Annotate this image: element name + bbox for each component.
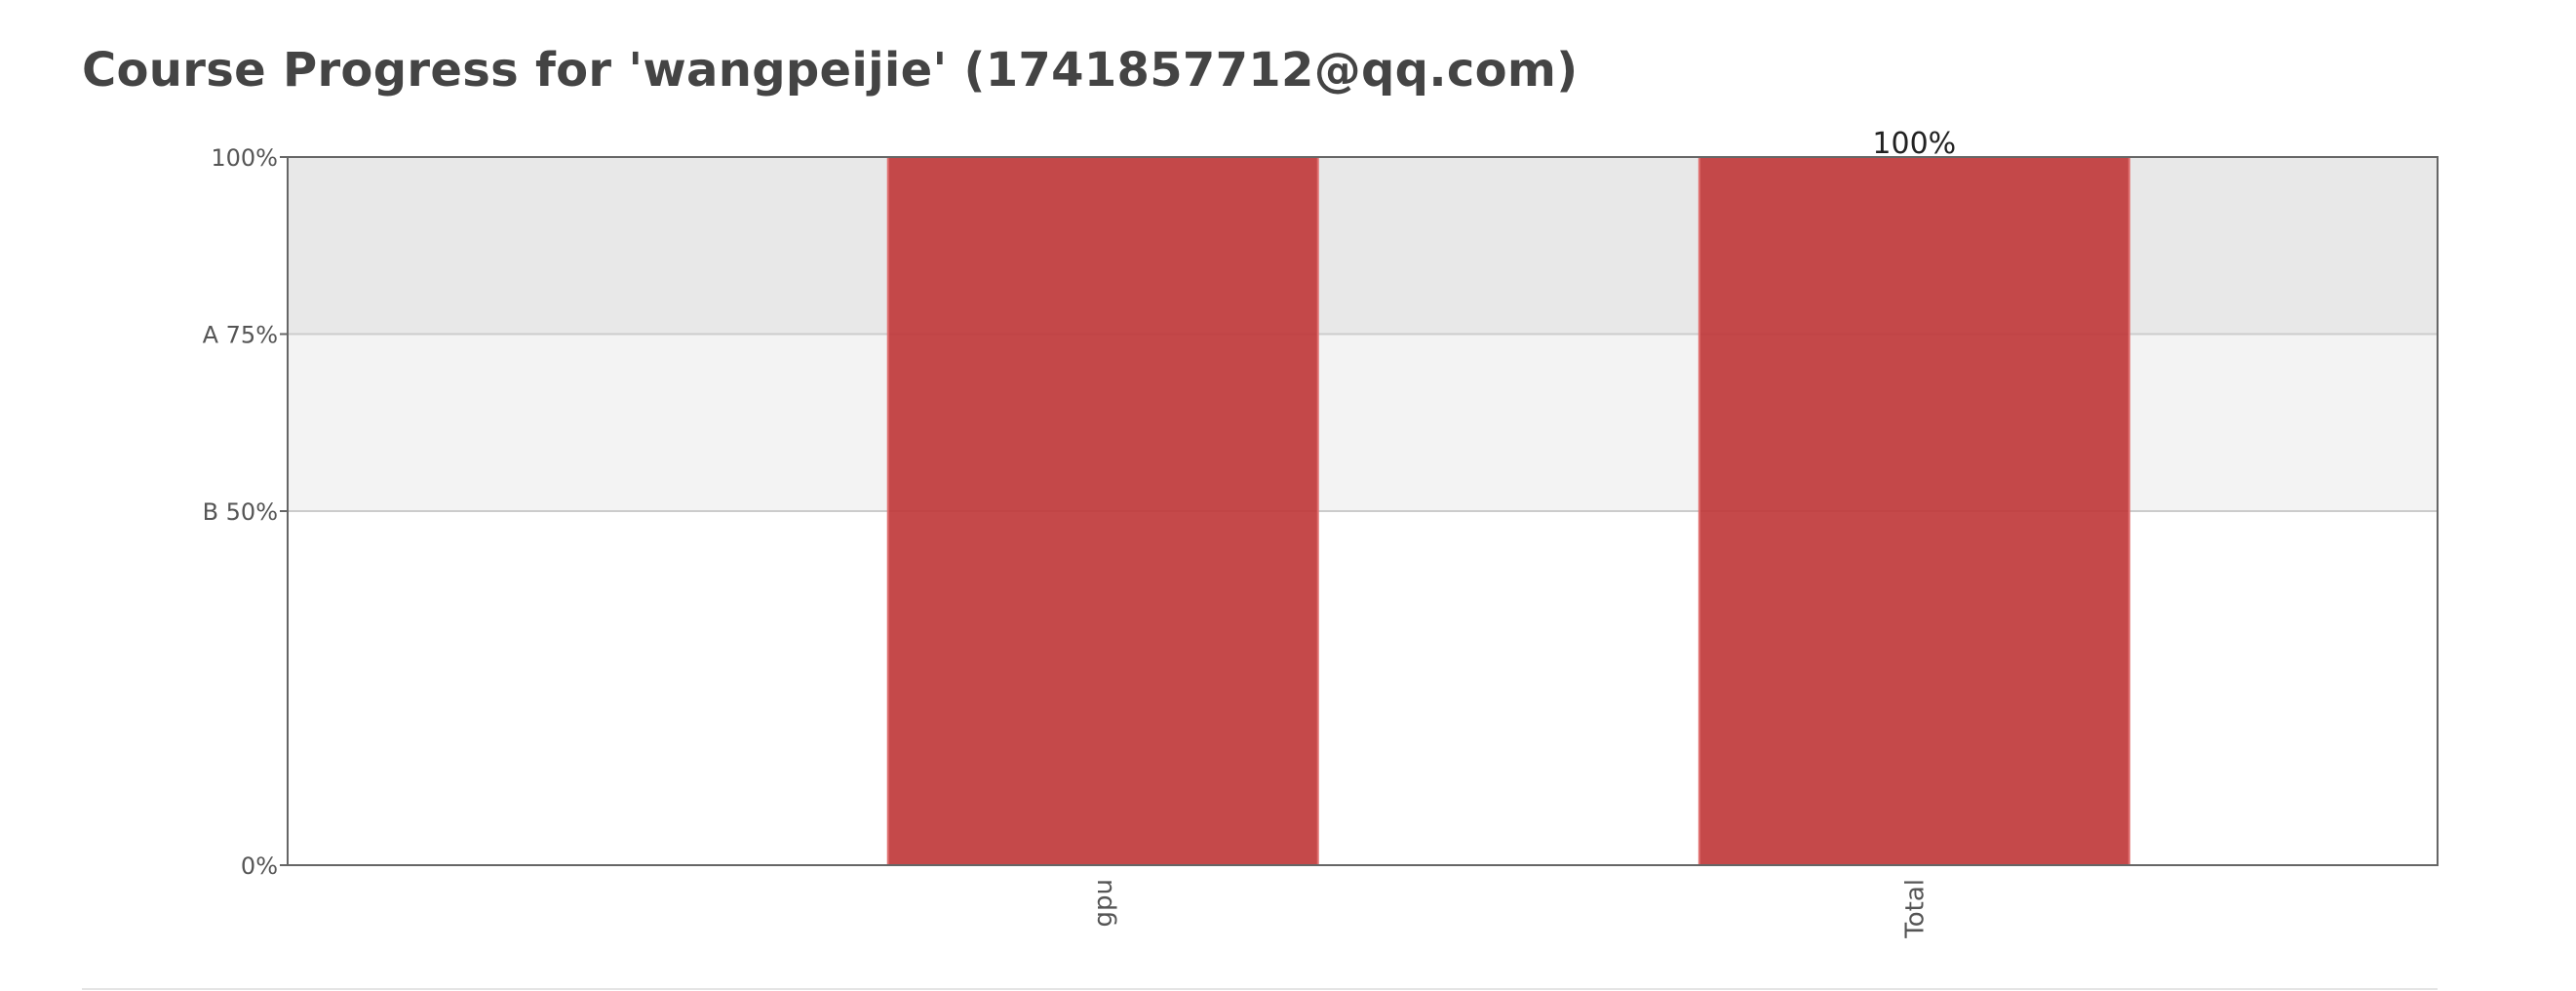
- x-tick-label: Total: [1900, 879, 1930, 939]
- bar-gpu: [886, 156, 1319, 866]
- bar-total: [1698, 156, 2130, 866]
- y-tick-label: B 50%: [203, 498, 278, 526]
- y-tick-label: A 75%: [203, 322, 278, 349]
- data-label: 100%: [1872, 127, 1956, 161]
- y-tick-label: 100%: [211, 144, 278, 172]
- bottom-divider: [82, 988, 2438, 990]
- x-tick-label: gpu: [1089, 879, 1118, 928]
- page-title: Course Progress for 'wangpeijie' (174185…: [82, 43, 1579, 98]
- y-tick-label: 0%: [241, 852, 278, 880]
